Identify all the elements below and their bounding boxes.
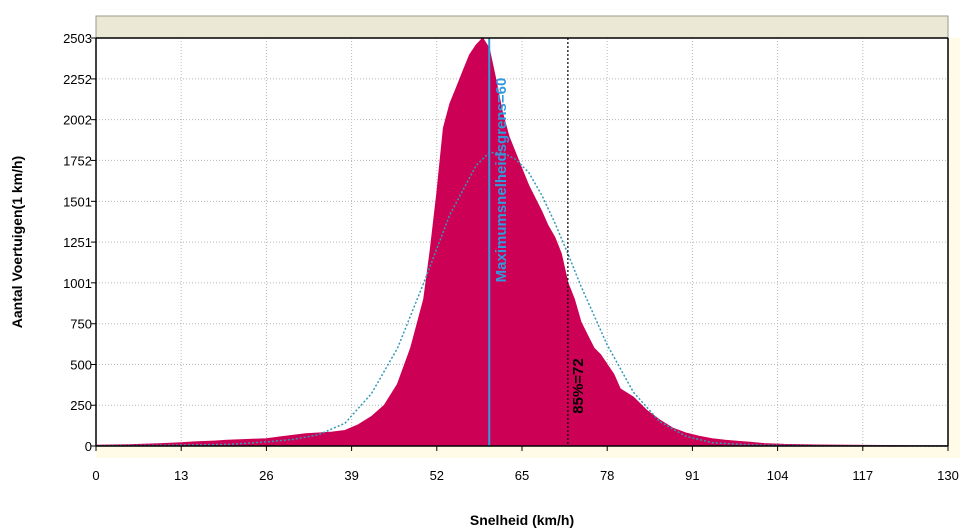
axis-ticks: 0 13 26 39 52 65 78 91 104 117 130 0 250 500 750 1001 12…	[63, 31, 959, 483]
y-tick-label: 1251	[63, 235, 92, 250]
y-tick-label: 2252	[63, 72, 92, 87]
chart-margin-strip-bottom	[96, 446, 960, 458]
x-tick-label: 117	[852, 468, 873, 483]
x-axis-title: Snelheid (km/h)	[470, 512, 574, 528]
speed-limit-label: Maximumsnelheidsgrens=60	[493, 78, 510, 283]
series-layer	[95, 37, 949, 447]
y-tick-label: 2503	[63, 31, 92, 46]
x-tick-label: 91	[685, 468, 699, 483]
percentile-85-label: 85%=72	[570, 358, 587, 413]
y-tick-label: 2002	[63, 113, 92, 128]
x-tick-label: 130	[937, 468, 959, 483]
y-tick-label: 1501	[63, 194, 92, 209]
y-tick-label: 1752	[63, 153, 92, 168]
annotation-layer: Maximumsnelheidsgrens=60 85%=72	[488, 38, 587, 446]
y-tick-label: 0	[85, 439, 92, 454]
x-tick-label: 26	[259, 468, 273, 483]
normal-fit-curve	[95, 151, 949, 447]
y-tick-label: 750	[70, 317, 92, 332]
x-tick-label: 65	[515, 468, 529, 483]
x-tick-label: 104	[767, 468, 789, 483]
x-tick-label: 13	[174, 468, 188, 483]
x-tick-label: 52	[430, 468, 444, 483]
speed-histogram-area	[95, 37, 949, 447]
x-tick-label: 39	[344, 468, 358, 483]
y-axis-title: Aantal Voertuigen(1 km/h)	[9, 156, 25, 328]
y-tick-label: 1001	[63, 276, 92, 291]
x-tick-label: 78	[600, 468, 614, 483]
y-tick-label: 250	[70, 398, 92, 413]
chart-header-bar	[95, 15, 949, 39]
chart-margin-strip-right	[948, 38, 960, 458]
x-tick-label: 0	[92, 468, 99, 483]
y-tick-label: 500	[70, 357, 92, 372]
